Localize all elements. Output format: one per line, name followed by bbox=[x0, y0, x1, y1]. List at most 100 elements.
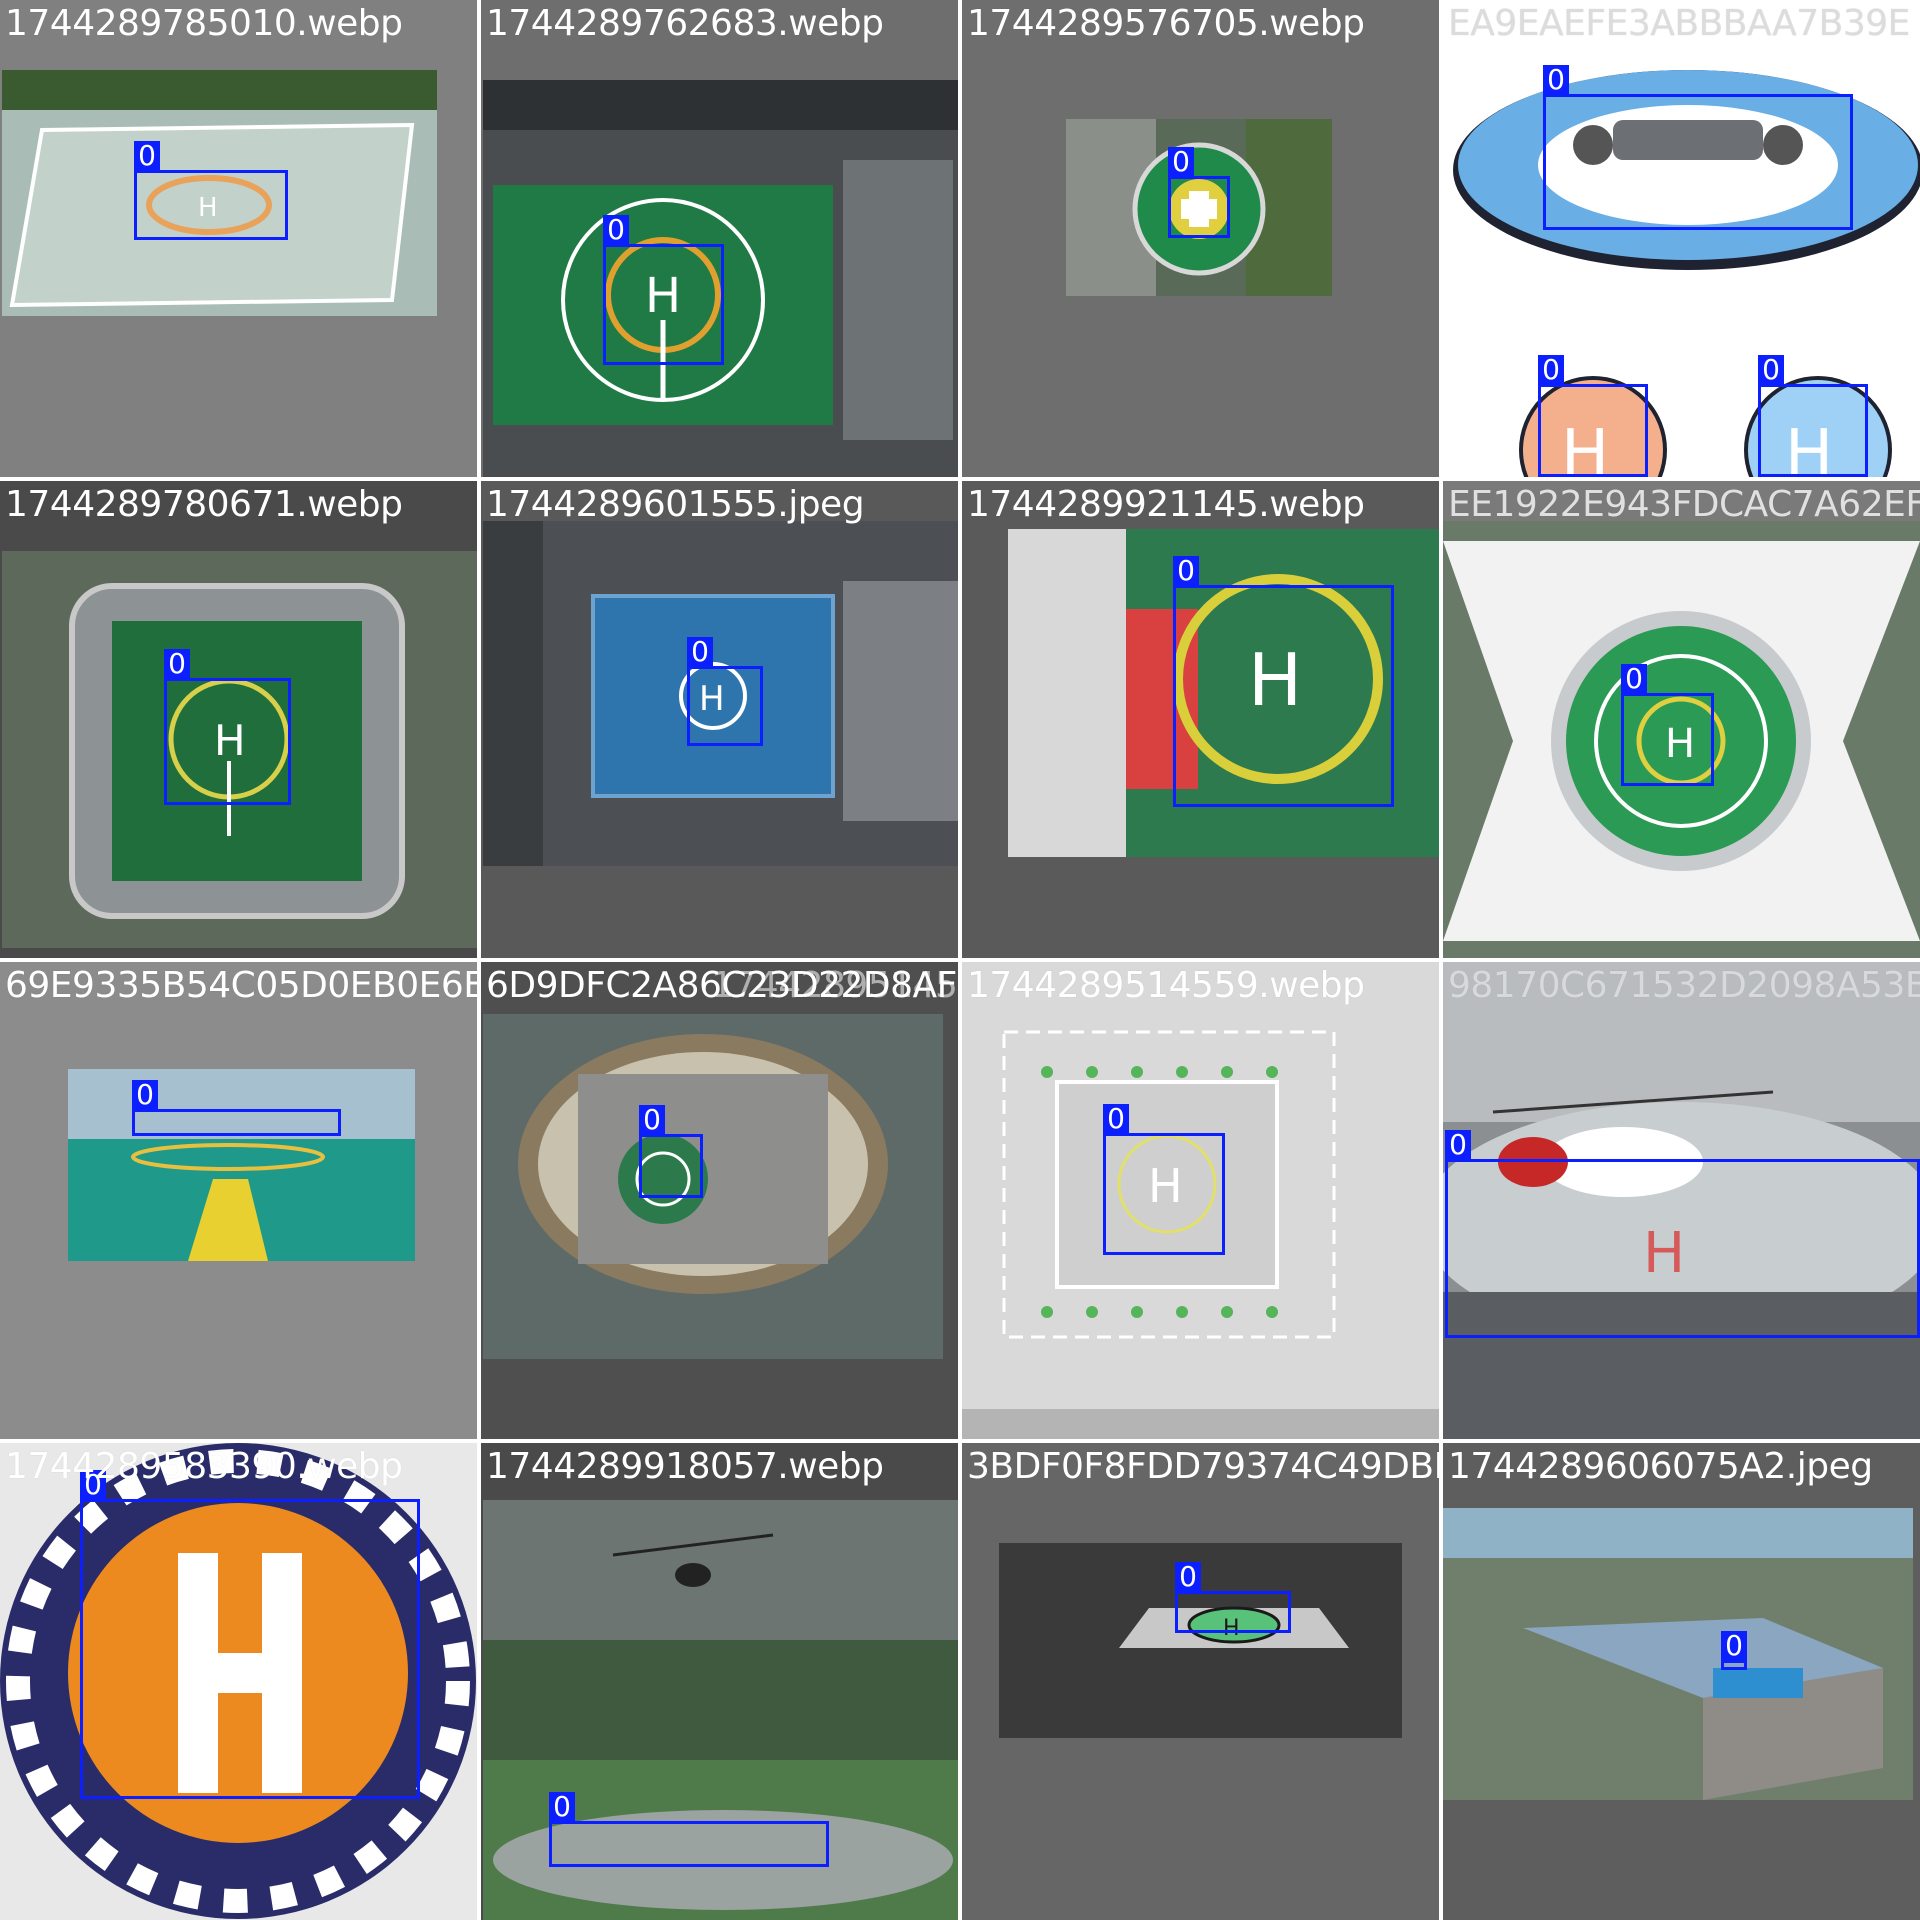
rooftop-helipad-drawing: H bbox=[483, 521, 958, 866]
rooftop-helipad-drawing bbox=[1066, 119, 1332, 296]
tile-filename: 1744289780671.webp bbox=[5, 484, 403, 525]
svg-text:H: H bbox=[1643, 1221, 1685, 1286]
helipad-photo bbox=[0, 1443, 477, 1920]
tile-6[interactable]: H 0 1744289601555.jpeg bbox=[481, 481, 958, 958]
svg-text:H: H bbox=[1665, 721, 1695, 767]
detection-box[interactable]: 0 bbox=[639, 1105, 703, 1198]
tile-filename: 1744289514559.webp bbox=[967, 965, 1365, 1006]
helipad-photo: H bbox=[483, 521, 958, 866]
helipad-photo: H bbox=[1443, 521, 1920, 958]
tile-15[interactable]: H 0 3BDF0F8FDD79374C49DBB bbox=[962, 1443, 1439, 1920]
tile-filename: 69E9335B54C05D0EB0E6E bbox=[5, 965, 477, 1006]
svg-text:H: H bbox=[1148, 1159, 1183, 1213]
tile-filename: 98170C671532D2098A53B6 bbox=[1448, 965, 1920, 1006]
helipad-photo bbox=[483, 1014, 943, 1359]
tile-4[interactable]: H H 0 0 0 EA9EAEFE3ABBBAA7B39E bbox=[1443, 0, 1920, 477]
detection-box[interactable]: 0 bbox=[80, 1470, 420, 1799]
detection-box[interactable]: 0 bbox=[687, 637, 763, 746]
svg-text:H: H bbox=[645, 268, 681, 324]
tile-7[interactable]: H 0 1744289921145.webp bbox=[962, 481, 1439, 958]
tile-filename: 1744289921145.webp bbox=[967, 484, 1365, 525]
helipad-photo bbox=[68, 1069, 415, 1261]
tile-13[interactable]: 0 1744289583390.webp bbox=[0, 1443, 477, 1920]
helipad-photo: H bbox=[2, 70, 437, 316]
svg-text:H: H bbox=[1223, 1616, 1240, 1641]
rooftop-helipad-drawing bbox=[518, 1034, 888, 1294]
tile-8[interactable]: H 0 EE1922E943FDCAC7A62EF bbox=[1443, 481, 1920, 958]
svg-text:H: H bbox=[214, 716, 246, 765]
helipad-photo bbox=[1443, 1508, 1913, 1800]
detection-box[interactable]: 0 bbox=[549, 1792, 829, 1867]
ground-helipad-with-helicopter-drawing bbox=[483, 1500, 958, 1920]
detection-box[interactable]: 0 bbox=[132, 1080, 341, 1136]
svg-text:H: H bbox=[1561, 417, 1609, 477]
tile-filename: 1744289785010.webp bbox=[5, 3, 403, 44]
class-label: 0 bbox=[1538, 355, 1564, 385]
helipad-photo: H bbox=[2, 551, 477, 948]
tile-2[interactable]: H 0 1744289762683.webp bbox=[481, 0, 958, 477]
tile-filename-overlap: 1744289514559.webp bbox=[711, 965, 958, 1006]
tile-filename: 6D9DFC2A86C23D22D8AF1 bbox=[486, 965, 958, 1006]
tile-filename: EA9EAEFE3ABBBAA7B39E bbox=[1448, 3, 1910, 44]
tile-filename: 1744289601555.jpeg bbox=[486, 484, 865, 525]
helipad-photo: H bbox=[1443, 962, 1920, 1439]
class-label: 0 bbox=[639, 1105, 665, 1135]
tile-filename: EE1922E943FDCAC7A62EF bbox=[1448, 484, 1920, 525]
detection-box[interactable]: 0 bbox=[1103, 1104, 1225, 1255]
warehouse-rooftop-helipad-drawing bbox=[1443, 1508, 1913, 1800]
detection-box[interactable]: 0 bbox=[1175, 1562, 1291, 1633]
class-label: 0 bbox=[134, 141, 160, 171]
rooftop-helipad-drawing: H bbox=[69, 583, 405, 919]
tile-filename: 1744289606075A2.jpeg bbox=[1448, 1446, 1873, 1487]
class-label: 0 bbox=[603, 215, 629, 245]
class-label: 0 bbox=[1543, 65, 1569, 95]
class-label: 0 bbox=[1445, 1130, 1471, 1160]
helipad-photo: H H bbox=[1443, 50, 1920, 477]
class-label: 0 bbox=[1758, 355, 1784, 385]
class-label: 0 bbox=[164, 649, 190, 679]
tile-3[interactable]: 0 1744289576705.webp bbox=[962, 0, 1439, 477]
class-label: 0 bbox=[1621, 664, 1647, 694]
detection-box[interactable]: 0 bbox=[1445, 1130, 1920, 1338]
class-label: 0 bbox=[80, 1470, 106, 1500]
tile-14[interactable]: 0 1744289918057.webp bbox=[481, 1443, 958, 1920]
rooftop-helipad-drawing: H bbox=[2, 70, 437, 316]
rooftop-helipad-with-helicopter-drawing: H bbox=[1443, 962, 1920, 1439]
detection-box[interactable]: 0 bbox=[1621, 664, 1714, 786]
tile-filename: 1744289583390.webp bbox=[5, 1446, 403, 1487]
detection-box[interactable]: 0 bbox=[1168, 147, 1230, 238]
detection-box[interactable]: 0 bbox=[603, 215, 724, 365]
detection-box[interactable]: 0 bbox=[1758, 355, 1868, 477]
tile-filename: 3BDF0F8FDD79374C49DBB bbox=[967, 1446, 1439, 1487]
tile-9[interactable]: 0 69E9335B54C05D0EB0E6E bbox=[0, 962, 477, 1439]
tile-16[interactable]: 0 1744289606075A2.jpeg bbox=[1443, 1443, 1920, 1920]
detection-box[interactable]: 0 bbox=[1721, 1631, 1747, 1670]
rooftop-helipad-drawing bbox=[68, 1069, 415, 1261]
svg-text:H: H bbox=[198, 193, 218, 223]
helipad-photo bbox=[1066, 119, 1332, 296]
class-label: 0 bbox=[1168, 147, 1194, 177]
detection-box[interactable]: 0 bbox=[134, 141, 288, 240]
detection-box[interactable]: 0 bbox=[164, 649, 291, 805]
detection-box[interactable]: 0 bbox=[1538, 355, 1648, 477]
drone-landing-pad-drawing: H H bbox=[1453, 70, 1920, 477]
class-label: 0 bbox=[1175, 1562, 1201, 1592]
tile-5[interactable]: H 0 1744289780671.webp bbox=[0, 481, 477, 958]
tile-filename: 1744289576705.webp bbox=[967, 3, 1365, 44]
detection-box[interactable]: 0 bbox=[1173, 556, 1394, 807]
svg-text:H: H bbox=[1248, 638, 1302, 722]
helipad-photo: H bbox=[962, 962, 1439, 1409]
detection-box[interactable]: 0 bbox=[1543, 65, 1853, 230]
tile-11[interactable]: H 0 1744289514559.webp bbox=[962, 962, 1439, 1439]
class-label: 0 bbox=[687, 637, 713, 667]
class-label: 0 bbox=[132, 1080, 158, 1110]
rooftop-helipad-drawing: H bbox=[483, 80, 958, 440]
tile-filename: 1744289762683.webp bbox=[486, 3, 884, 44]
class-label: 0 bbox=[1103, 1104, 1129, 1134]
helipad-diagram-drawing: H bbox=[1002, 1030, 1336, 1339]
tile-10[interactable]: 0 6D9DFC2A86C23D22D8AF1 1744289514559.we… bbox=[481, 962, 958, 1439]
tile-1[interactable]: H 0 1744289785010.webp bbox=[0, 0, 477, 477]
tile-12[interactable]: H 0 98170C671532D2098A53B6 bbox=[1443, 962, 1920, 1439]
svg-text:H: H bbox=[699, 679, 725, 719]
